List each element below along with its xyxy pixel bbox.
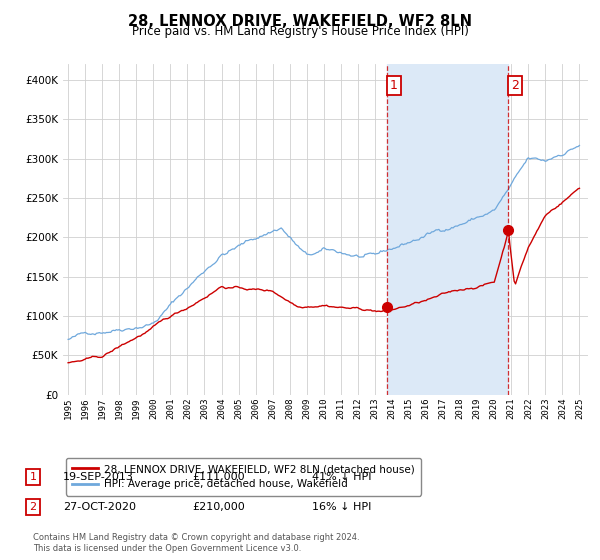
Bar [387,64,508,395]
Text: 2: 2 [29,502,37,512]
Text: 27-OCT-2020: 27-OCT-2020 [63,502,136,512]
Legend: 28, LENNOX DRIVE, WAKEFIELD, WF2 8LN (detached house), HPI: Average price, detac: 28, LENNOX DRIVE, WAKEFIELD, WF2 8LN (de… [65,458,421,496]
Text: 19-SEP-2013: 19-SEP-2013 [63,472,134,482]
Text: 2: 2 [511,80,519,92]
Text: 28, LENNOX DRIVE, WAKEFIELD, WF2 8LN: 28, LENNOX DRIVE, WAKEFIELD, WF2 8LN [128,14,472,29]
Text: 41% ↓ HPI: 41% ↓ HPI [312,472,371,482]
Text: 16% ↓ HPI: 16% ↓ HPI [312,502,371,512]
Text: £210,000: £210,000 [192,502,245,512]
Text: Price paid vs. HM Land Registry's House Price Index (HPI): Price paid vs. HM Land Registry's House … [131,25,469,38]
Text: 1: 1 [29,472,37,482]
Text: 1: 1 [390,80,398,92]
Text: Contains HM Land Registry data © Crown copyright and database right 2024.
This d: Contains HM Land Registry data © Crown c… [33,533,359,553]
Text: £111,000: £111,000 [192,472,245,482]
